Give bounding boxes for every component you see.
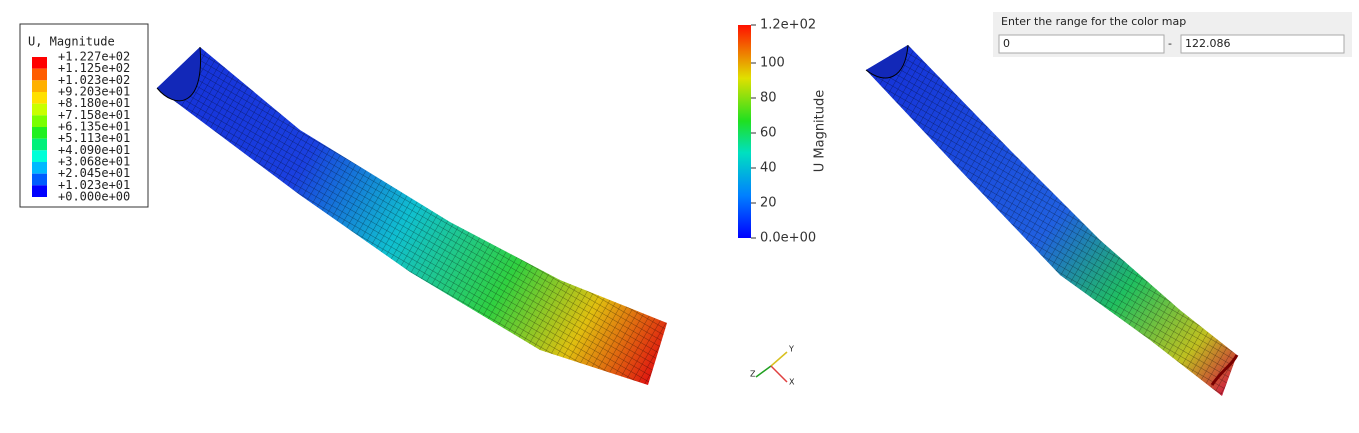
colorbar-tick-label: 60 [760,126,777,141]
legend-label: +7.158e+01 [58,108,130,122]
legend-swatch [32,162,47,174]
colorbar-tick-label: 20 [760,196,777,211]
colorbar-tick-label: 80 [760,91,777,106]
colorbar-tick-label: 1.2e+02 [760,18,816,33]
legend-title: U, Magnitude [28,35,115,49]
colorbar-ticks: 1.2e+02 100 80 60 40 20 0.0e+00 [751,18,816,246]
right-model [865,44,1239,396]
legend-label: +1.023e+02 [58,73,130,87]
legend-swatch [32,80,47,92]
legend-label: +2.045e+01 [58,166,130,180]
legend-swatch [32,150,47,162]
legend-swatch [32,185,47,197]
colorbar [738,25,751,238]
legend-swatch [32,92,47,104]
legend-label: +5.113e+01 [58,131,130,145]
range-panel: Enter the range for the color map 0 - 12… [993,12,1352,57]
legend-swatch [32,103,47,116]
legend-label: +1.125e+02 [58,61,130,75]
colorbar-tick-label: 40 [760,161,777,176]
legend-swatch [32,127,47,139]
separator: - [1168,37,1172,50]
legend-label: +3.068e+01 [58,155,130,169]
triad-label: X [789,378,795,387]
legend-swatch [32,68,47,81]
legend-label: +1.023e+01 [58,178,130,192]
max-input[interactable] [1180,34,1345,54]
triad-label: Y [788,345,794,354]
legend: +1.227e+02+1.125e+02+1.023e+02+9.203e+01… [32,50,130,204]
colorbar-tick-label: 100 [760,56,785,71]
left-model: U, Magnitude +1.227e+02+1.125e+02+1.023e… [19,23,667,385]
min-value[interactable]: 0 [1003,37,1010,50]
triad-label: Z [750,370,756,379]
legend-swatch [32,173,47,186]
legend-label: +0.000e+00 [58,190,130,204]
axes-triad: Y Z X [750,345,795,387]
colorbar-title: U Magnitude [813,90,828,173]
legend-label: +9.203e+01 [58,85,130,99]
legend-label: +4.090e+01 [58,143,130,157]
legend-label: +6.135e+01 [58,120,130,134]
legend-swatch [32,138,47,151]
max-value[interactable]: 122.086 [1185,37,1231,50]
legend-label: +8.180e+01 [58,96,130,110]
colorbar-tick-label: 0.0e+00 [760,231,816,246]
legend-swatch [32,57,47,69]
legend-swatch [32,115,47,127]
min-input[interactable] [998,34,1165,54]
legend-label: +1.227e+02 [58,50,130,64]
range-prompt: Enter the range for the color map [1001,15,1186,28]
